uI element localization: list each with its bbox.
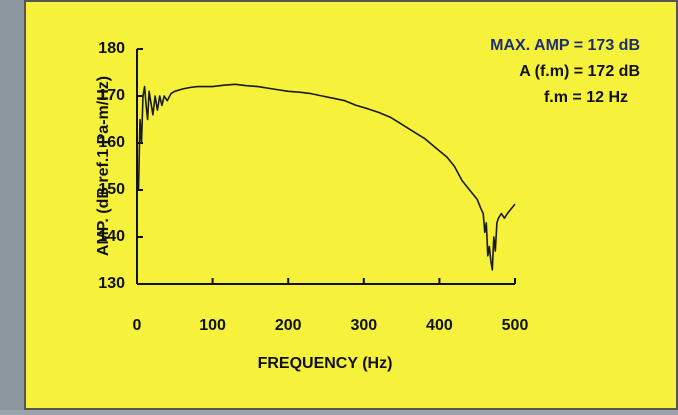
x-tick-label: 100 bbox=[199, 317, 226, 334]
data-line bbox=[137, 83, 516, 271]
photo-edge bbox=[0, 0, 24, 410]
y-tick-label: 180 bbox=[98, 40, 125, 57]
annotation: f.m = 12 Hz bbox=[544, 89, 628, 106]
x-tick-label: 400 bbox=[426, 317, 453, 334]
annotation: A (f.m) = 172 dB bbox=[519, 63, 640, 80]
x-tick-label: 200 bbox=[275, 317, 302, 334]
y-axis-label: AMP. (dB ref.1 Pa-m/Hz) bbox=[95, 76, 112, 256]
x-tick-label: 500 bbox=[502, 317, 529, 334]
y-tick-label: 140 bbox=[98, 228, 125, 245]
x-axis-label: FREQUENCY (Hz) bbox=[258, 355, 393, 372]
annotation: MAX. AMP = 173 dB bbox=[490, 37, 640, 54]
y-tick-label: 170 bbox=[98, 87, 125, 104]
x-tick-label: 0 bbox=[133, 317, 142, 334]
y-tick-label: 160 bbox=[98, 134, 125, 151]
panel bbox=[24, 0, 678, 410]
x-tick-label: 300 bbox=[350, 317, 377, 334]
y-tick-label: 150 bbox=[98, 181, 125, 198]
y-tick-label: 130 bbox=[98, 275, 125, 292]
